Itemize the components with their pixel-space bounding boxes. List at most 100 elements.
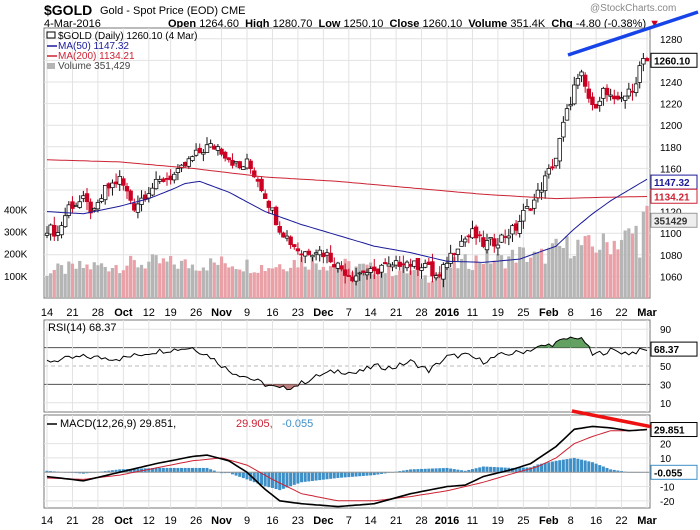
macd-histogram-bar [103,471,107,473]
macd-histogram-bar [329,472,333,479]
macd-histogram-bar [85,472,89,474]
legend-ma200: MA(200) 1134.21 [58,51,135,62]
candle-body [310,254,315,258]
candle-body [444,262,450,269]
volume-bar [514,262,518,298]
volume-bar [249,273,253,298]
candle-body [397,261,402,267]
legend-volume: Volume 351,429 [58,61,131,72]
candle-body [222,151,228,159]
macd-histogram-bar [190,467,194,473]
volume-bar [496,253,500,298]
macd-histogram-bar [238,472,242,477]
candle-body [528,208,533,211]
macd-histogram-bar [336,472,340,478]
macd-histogram-bar [354,472,358,477]
chg-label: Chg [551,18,573,30]
candle-body [430,261,435,277]
macd-histogram-bar [300,472,304,483]
volume-bar [561,247,565,298]
volume-bar [525,261,529,298]
volume-bar [416,268,420,298]
price-tick-label: 1280 [660,35,683,46]
macd-histogram-bar [558,460,562,473]
volume-bar [409,270,413,298]
candle-body [150,187,155,196]
candle-body [502,236,508,238]
candle-body [393,260,399,266]
chart-symbol: $GOLD [44,2,93,18]
macd-histogram-bar [78,472,82,474]
candle-body [88,201,93,214]
volume-bar [252,272,256,298]
volume-bar [518,246,522,298]
candle-body [44,232,50,236]
candle-body [408,263,413,267]
candle-body [248,160,253,170]
volume-tick-label: 100K [4,272,28,283]
volume-bar [299,256,304,298]
ma50-line [46,178,648,263]
volume-bar [609,254,613,298]
x-tick-label: 28 [92,307,104,319]
candle-body [208,143,213,148]
volume-bar [165,261,169,298]
candle-body [433,275,439,279]
macd-histogram-bar [601,466,605,473]
volume-bar [594,252,598,298]
volume-bar [187,268,191,298]
volume-bar [110,268,115,298]
candle-body [404,261,410,269]
macd-histogram-bar [169,467,173,473]
price-tick-label: 1160 [660,164,682,175]
candle-body [59,225,64,236]
x-tick-label-bottom: Dec [313,515,333,527]
x-tick-label: Dec [313,307,333,319]
candle-body [604,87,610,96]
volume-bar [521,247,525,298]
macd-histogram-bar [605,467,609,473]
candle-body [368,268,373,273]
candle-body [637,65,642,83]
macd-histogram-bar [201,467,205,473]
x-tick-label: 7 [346,307,352,319]
candle-body [292,244,297,248]
volume-bar [481,263,485,298]
volume-tick-label: 200K [4,250,28,261]
legend-ma50: MA(50) 1147.32 [58,41,129,52]
candle-body [81,195,86,199]
volume-bar [572,255,576,298]
macd-histogram-bar [554,460,558,473]
macd-histogram-bar [470,469,474,473]
candle-body [539,189,544,193]
last-price-tag-box [650,52,698,68]
volume-bar [449,267,453,298]
macd-histogram-bar [212,470,216,473]
volume-bar [536,252,540,298]
macd-histogram-bar [518,467,522,473]
macd-signal-legend: 29.905, [236,418,273,430]
macd-histogram-bar [383,472,387,474]
candle-body [557,138,562,162]
macd-histogram-bar [405,469,409,473]
candle-body [586,88,592,99]
candle-body [110,182,115,189]
macd-histogram-bar [325,472,329,480]
volume-bar [227,267,231,298]
macd-histogram-bar [154,467,158,473]
volume-bar [558,245,562,298]
macd-histogram-bar [485,466,489,473]
candle-body [106,183,112,189]
volume-bar [114,265,118,298]
volume-bar [49,273,53,298]
volume-bar [612,240,616,298]
candle-body [157,179,162,182]
volume-bar [478,262,482,298]
volume-bar [223,263,227,298]
macd-histogram-bar [409,469,413,473]
candle-body [339,265,344,270]
volume-bar [89,269,93,298]
high-value: 1280.70 [272,18,313,30]
volume-bar [427,282,431,298]
macd-histogram-bar [449,468,453,473]
